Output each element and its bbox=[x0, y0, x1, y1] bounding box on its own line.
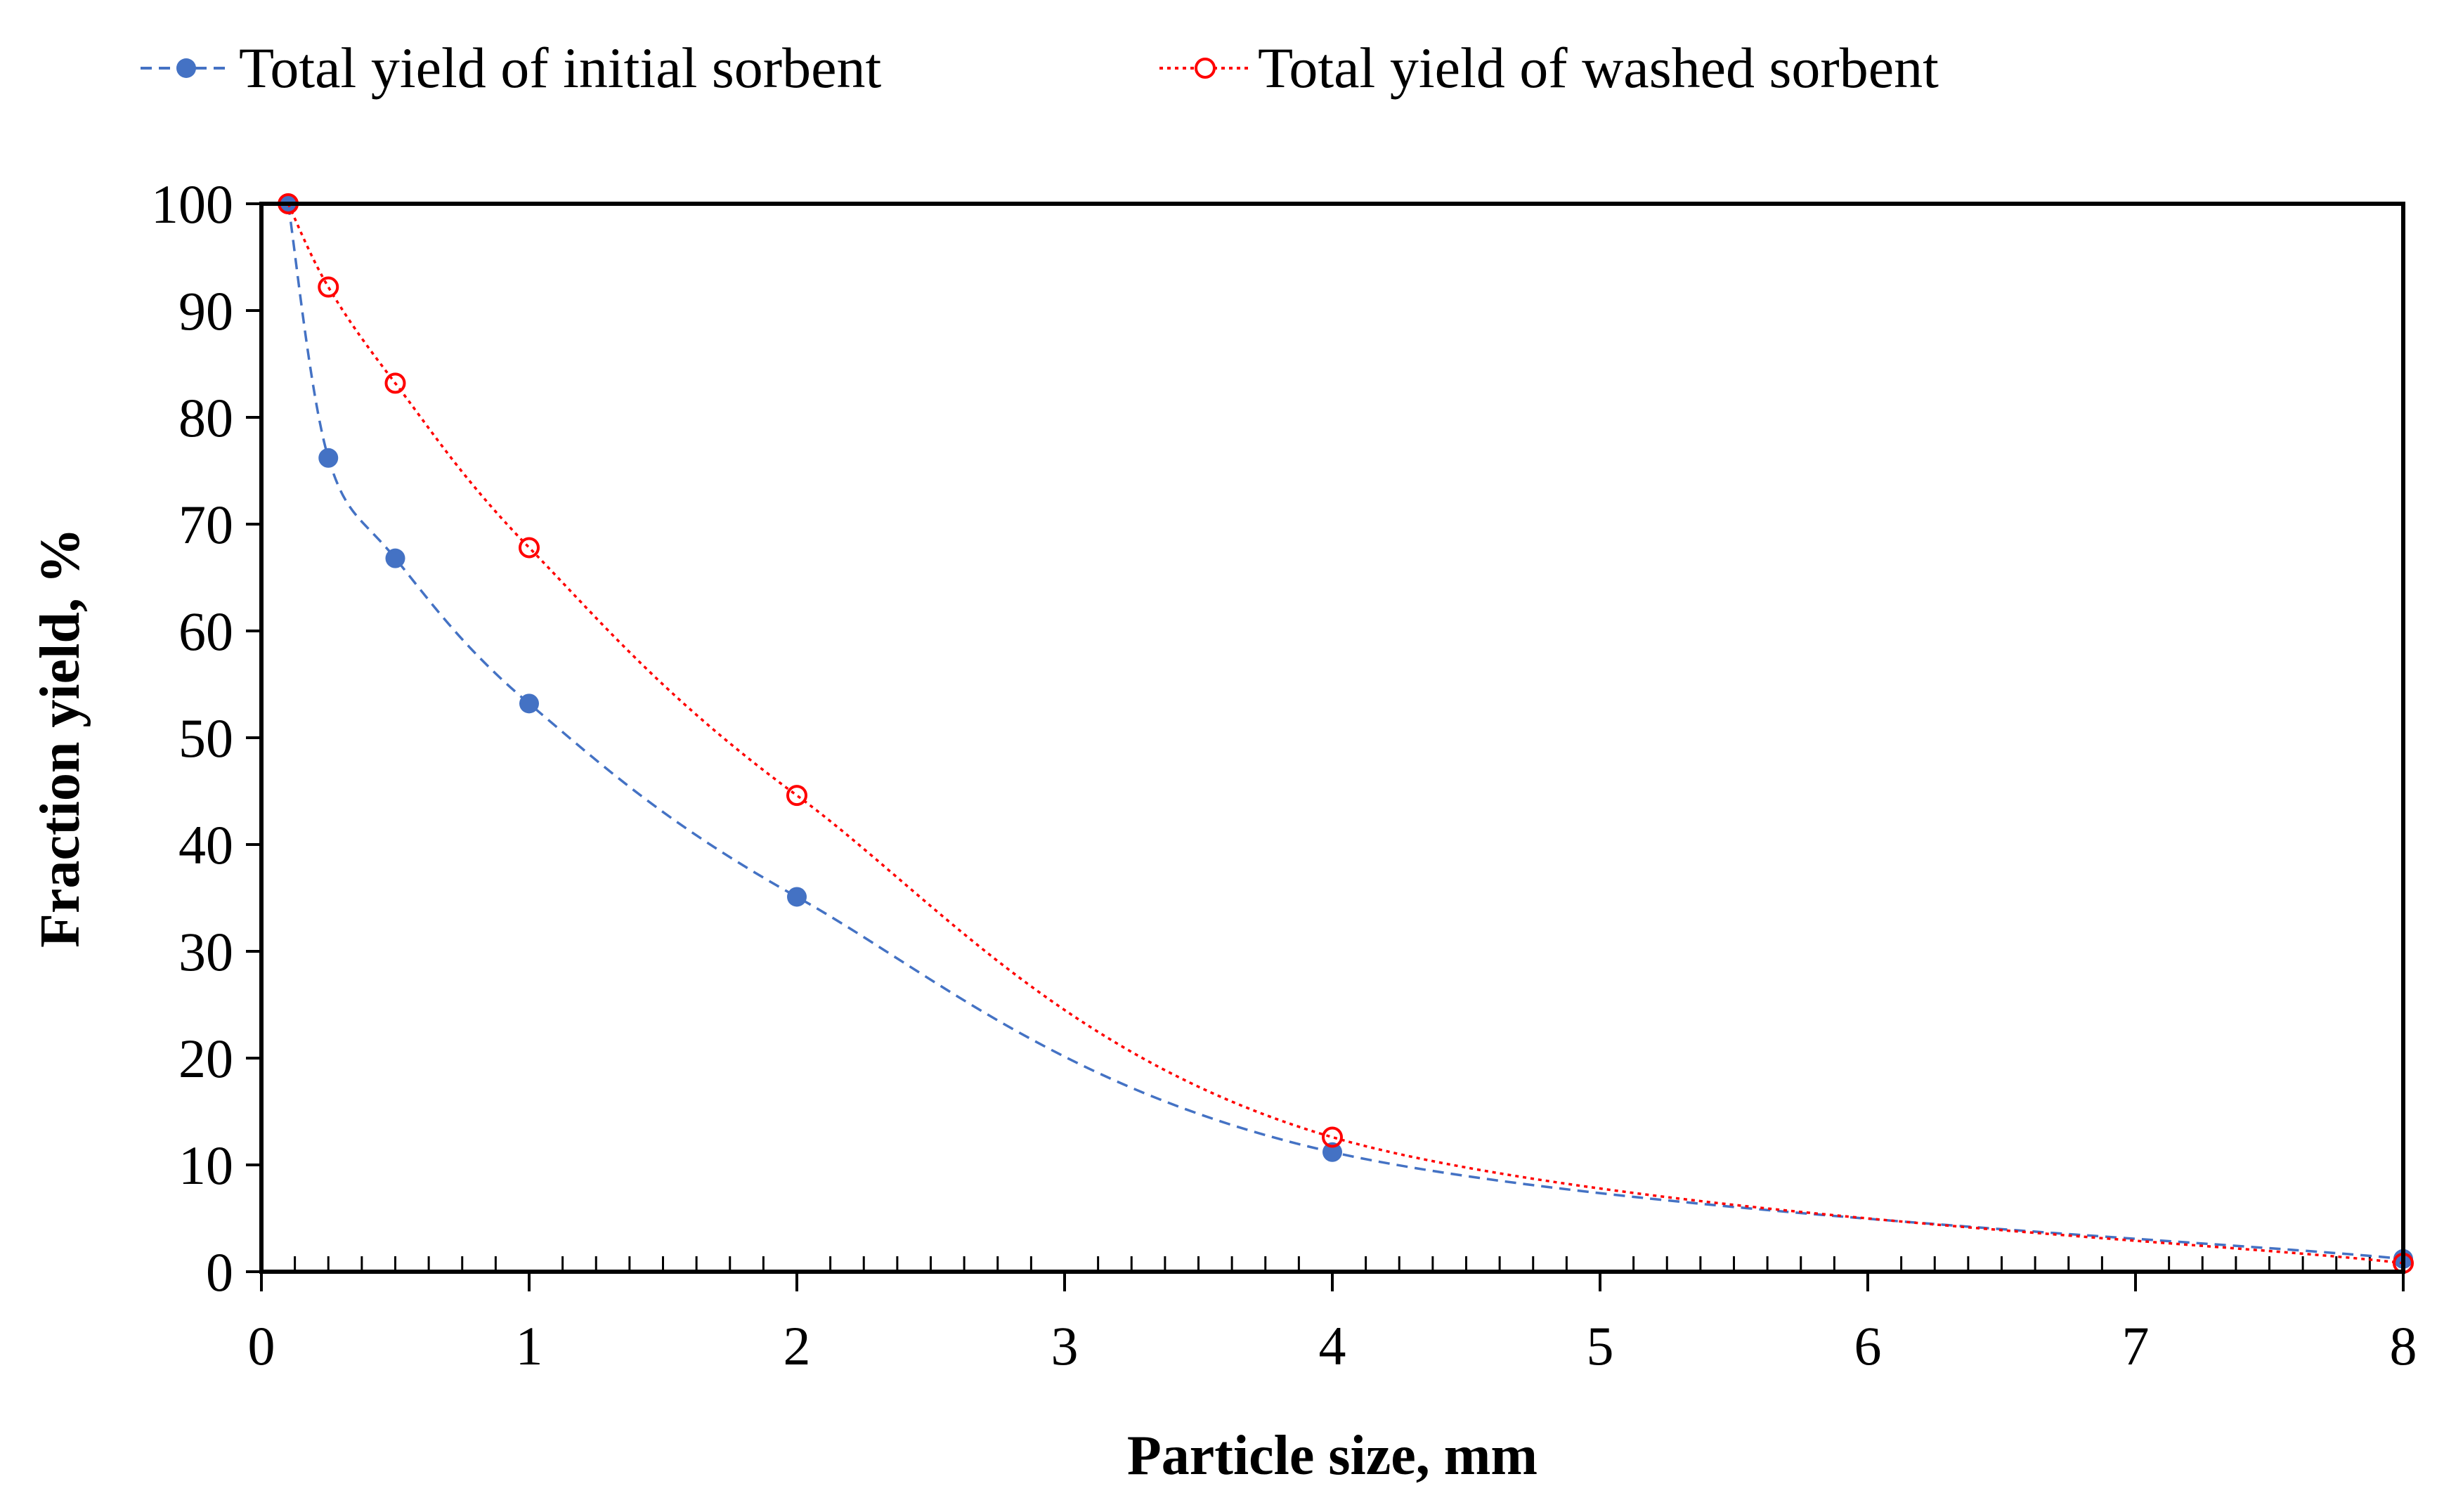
x-tick-label: 0 bbox=[248, 1315, 275, 1376]
x-tick-label: 6 bbox=[1854, 1315, 1882, 1376]
legend: Total yield of initial sorbent Total yie… bbox=[141, 36, 1939, 100]
data-point bbox=[318, 276, 339, 298]
x-axis-title: Particle size, mm bbox=[1127, 1425, 1538, 1487]
y-tick-label: 0 bbox=[206, 1241, 233, 1303]
legend-label-washed: Total yield of washed sorbent bbox=[1258, 36, 1939, 100]
legend-entry-washed: Total yield of washed sorbent bbox=[1159, 36, 1939, 100]
data-point bbox=[787, 887, 807, 907]
data-point bbox=[384, 372, 406, 394]
series-line bbox=[287, 203, 2404, 1265]
x-tick-label: 4 bbox=[1319, 1315, 1346, 1376]
x-tick-label: 8 bbox=[2390, 1315, 2417, 1376]
x-tick-label: 3 bbox=[1051, 1315, 1079, 1376]
y-axis-ticks bbox=[246, 202, 261, 1273]
legend-entry-initial: Total yield of initial sorbent bbox=[141, 36, 882, 100]
y-tick-label: 60 bbox=[178, 601, 233, 662]
x-tick-label: 1 bbox=[516, 1315, 543, 1376]
y-tick-label: 30 bbox=[178, 921, 233, 982]
data-point bbox=[1322, 1126, 1343, 1148]
plot-area-frame bbox=[259, 202, 2405, 1274]
data-point bbox=[318, 448, 339, 468]
y-axis-tick-labels: 0 10 20 30 40 50 60 70 80 90 100 bbox=[151, 174, 233, 1303]
y-axis-title: Fraction yield, % bbox=[30, 528, 91, 948]
x-tick-label: 7 bbox=[2122, 1315, 2150, 1376]
y-tick-label: 70 bbox=[178, 494, 233, 555]
data-point bbox=[1322, 1142, 1342, 1162]
y-tick-label: 50 bbox=[178, 708, 233, 769]
data-point bbox=[519, 693, 539, 714]
y-tick-label: 20 bbox=[178, 1028, 233, 1089]
series-layer bbox=[278, 193, 2414, 1274]
legend-label-initial: Total yield of initial sorbent bbox=[239, 36, 882, 100]
data-point bbox=[519, 537, 540, 559]
x-axis-tick-labels: 0 1 2 3 4 5 6 7 8 bbox=[248, 1315, 2417, 1376]
y-tick-label: 10 bbox=[178, 1135, 233, 1196]
legend-marker-initial bbox=[176, 58, 196, 78]
legend-marker-washed bbox=[1195, 58, 1216, 79]
y-tick-label: 80 bbox=[178, 387, 233, 448]
series-line bbox=[287, 203, 2404, 1260]
y-tick-label: 100 bbox=[151, 174, 233, 235]
x-tick-label: 2 bbox=[784, 1315, 811, 1376]
y-tick-label: 90 bbox=[178, 280, 233, 341]
data-point bbox=[385, 548, 405, 568]
x-tick-label: 5 bbox=[1587, 1315, 1614, 1376]
data-point bbox=[786, 785, 807, 807]
x-axis-ticks bbox=[260, 1256, 2405, 1291]
y-tick-label: 40 bbox=[178, 814, 233, 875]
